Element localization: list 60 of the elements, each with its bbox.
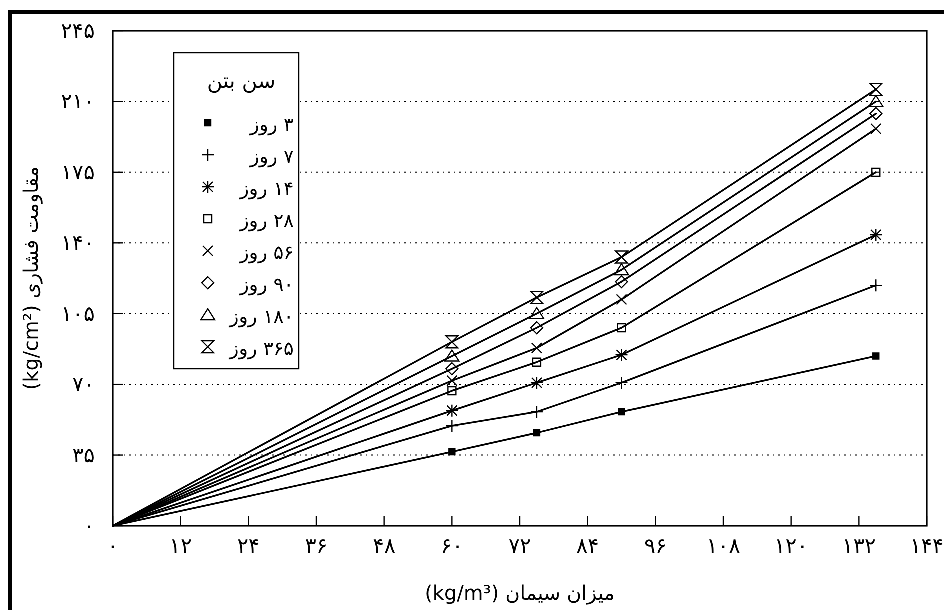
legend-label: ۹۰ روز xyxy=(239,274,294,296)
point xyxy=(618,408,626,416)
point xyxy=(530,376,544,390)
y-tick-label: ۱۰۵ xyxy=(61,302,95,326)
y-tick-label: ۱۷۵ xyxy=(61,160,95,184)
x-tick-label: ۴۸ xyxy=(373,534,396,558)
x-tick-label: ۲۴ xyxy=(237,534,260,558)
point xyxy=(448,448,456,456)
point xyxy=(532,358,542,367)
point xyxy=(530,291,544,304)
x-tick-label: ۱۳۲ xyxy=(842,534,876,558)
point xyxy=(870,82,883,96)
legend-label: ۵۶ روز xyxy=(239,242,294,264)
legend-label: ۳ روز xyxy=(249,114,294,136)
y-tick-label: ۰ xyxy=(84,514,95,538)
point xyxy=(530,321,544,335)
point xyxy=(533,429,541,437)
point xyxy=(446,375,458,387)
y-tick-label: ۲۱۰ xyxy=(61,90,95,114)
point xyxy=(617,323,626,333)
point xyxy=(446,336,459,349)
point xyxy=(444,350,460,362)
y-tick-label: ۷۰ xyxy=(72,372,95,397)
point xyxy=(615,348,628,362)
legend-label: ۱۴ روز xyxy=(239,178,294,200)
point xyxy=(616,294,628,306)
point xyxy=(870,123,882,135)
x-tick-label: ۱۲۰ xyxy=(774,534,808,558)
legend-label: ۲۸ روز xyxy=(239,210,294,232)
point xyxy=(446,362,459,376)
legend-label: ۷ روز xyxy=(249,146,294,168)
x-tick-label: ۱۲ xyxy=(170,534,192,558)
point xyxy=(872,168,881,178)
point xyxy=(529,307,545,320)
legend-label: ۳۶۵ روز xyxy=(228,338,294,360)
x-tick-label: ۷۲ xyxy=(508,534,532,558)
point xyxy=(615,250,628,264)
point xyxy=(870,228,883,242)
x-tick-label: ۹۶ xyxy=(644,534,667,558)
y-tick-label: ۱۴۰ xyxy=(61,231,95,256)
x-tick-label: ۳۶ xyxy=(305,534,328,558)
x-tick-label: ۰ xyxy=(107,534,119,558)
x-tick-label: ۶۰ xyxy=(440,534,464,558)
point xyxy=(872,352,880,360)
y-axis-title: مقاومت فشاری (kg/cm²) xyxy=(19,166,43,390)
point xyxy=(615,275,628,289)
point xyxy=(531,342,543,354)
y-tick-label: ۳۵ xyxy=(72,443,95,468)
point xyxy=(614,263,630,276)
legend-title: سن بتن xyxy=(207,69,276,94)
point xyxy=(448,386,457,396)
x-tick-label: ۱۴۴ xyxy=(910,534,944,558)
x-axis-title: میزان سیمان (kg/m³) xyxy=(424,581,616,605)
point xyxy=(446,404,459,418)
point xyxy=(870,107,883,120)
y-tick-label: ۲۴۵ xyxy=(61,19,95,43)
point xyxy=(868,95,884,108)
legend-label: ۱۸۰ روز xyxy=(228,306,294,328)
x-tick-label: ۱۰۸ xyxy=(706,534,740,558)
x-tick-label: ۸۴ xyxy=(576,534,600,558)
